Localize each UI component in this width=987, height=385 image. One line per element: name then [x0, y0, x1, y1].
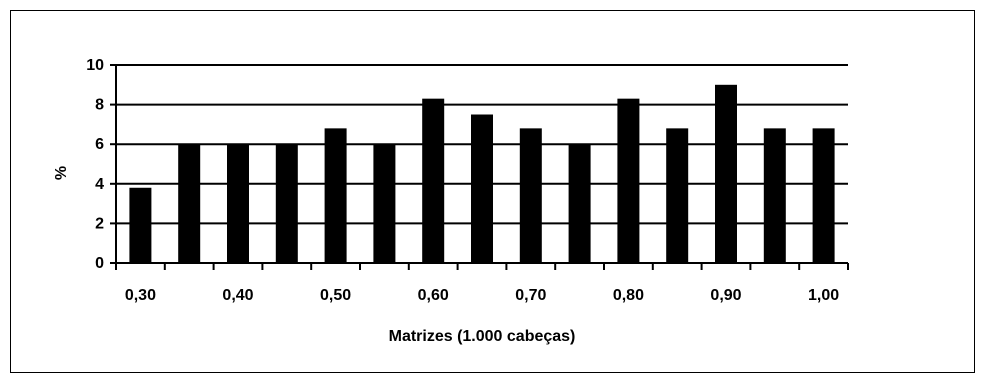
- y-tick-labels: 0 2 4 6 8 10: [86, 57, 104, 272]
- bar: [519, 128, 542, 263]
- y-tick-label: 8: [95, 97, 104, 114]
- bar: [422, 98, 445, 263]
- x-tick-label: 1,00: [808, 287, 839, 304]
- bar: [227, 144, 249, 263]
- y-tick-label: 6: [95, 136, 104, 153]
- bar: [324, 128, 347, 263]
- x-tick-label: 0,90: [710, 287, 741, 304]
- y-axis-label: %: [53, 166, 70, 180]
- x-tick-label: 0,40: [222, 287, 253, 304]
- y-tick-label: 2: [95, 215, 104, 232]
- y-tick-label: 10: [86, 57, 104, 74]
- bar: [715, 84, 737, 263]
- bar: [617, 98, 640, 263]
- bar: [568, 144, 591, 263]
- y-tick-label: 0: [95, 255, 104, 272]
- x-tick-label: 0,80: [613, 287, 644, 304]
- chart-frame: [10, 10, 975, 373]
- x-tick-labels: 0,30 0,40 0,50 0,60 0,70 0,80 0,90 1,00: [125, 287, 839, 304]
- y-tick-label: 4: [95, 176, 104, 193]
- bar: [812, 128, 835, 263]
- x-tick-label: 0,50: [320, 287, 351, 304]
- bar: [471, 114, 493, 263]
- bar: [666, 128, 689, 263]
- bar: [178, 144, 201, 263]
- bar: [275, 144, 298, 263]
- x-tick-label: 0,60: [418, 287, 449, 304]
- bars: [129, 84, 835, 263]
- x-axis-label: Matrizes (1.000 cabeças): [389, 328, 576, 345]
- bar: [129, 187, 152, 263]
- x-tick-label: 0,70: [515, 287, 546, 304]
- x-tick-label: 0,30: [125, 287, 156, 304]
- bar: [763, 128, 786, 263]
- axes: [110, 64, 849, 270]
- bar: [373, 144, 396, 263]
